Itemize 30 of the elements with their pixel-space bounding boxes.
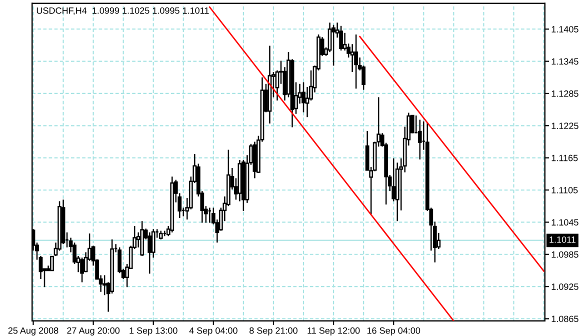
y-tick-label: 1.1105 [552,186,578,194]
x-tick-label: 16 Sep 04:00 [367,327,420,336]
x-tick-label: 1 Sep 13:00 [130,327,178,336]
y-tick-label: 1.1285 [552,90,578,97]
x-tick-label: 8 Sep 21:00 [250,327,298,336]
ref-line-label: 1.1011 [550,236,576,243]
candlestick [350,44,354,73]
x-tick-label: 4 Sep 04:00 [189,327,238,336]
candlestick [354,34,358,90]
y-tick-label: 1.1165 [552,154,578,162]
candlestick [392,158,396,202]
y-tick-label: 1.1345 [552,58,578,65]
candlestick [302,82,306,113]
y-tick-label: 1.0865 [552,316,578,322]
candlestick [80,256,84,283]
candlestick [148,232,152,274]
y-tick-label: 1.0925 [552,284,578,290]
candlestick [50,256,54,272]
x-tick-label: 27 Aug 20:00 [67,327,120,336]
x-tick-label: 11 Sep 12:00 [308,327,360,336]
chart-title: USDCHF,H4 1.0999 1.1025 1.0995 1.1011 [36,7,209,15]
candlestick [418,119,422,160]
candlestick [102,274,107,296]
candlestick [332,24,336,66]
candlestick [339,25,343,52]
x-tick-label: 25 Aug 2008 [8,327,58,336]
y-tick-label: 1.1405 [552,26,578,32]
y-tick-label: 1.1225 [552,122,578,130]
y-tick-label: 1.0985 [552,251,578,258]
y-tick-label: 1.1045 [552,219,578,226]
